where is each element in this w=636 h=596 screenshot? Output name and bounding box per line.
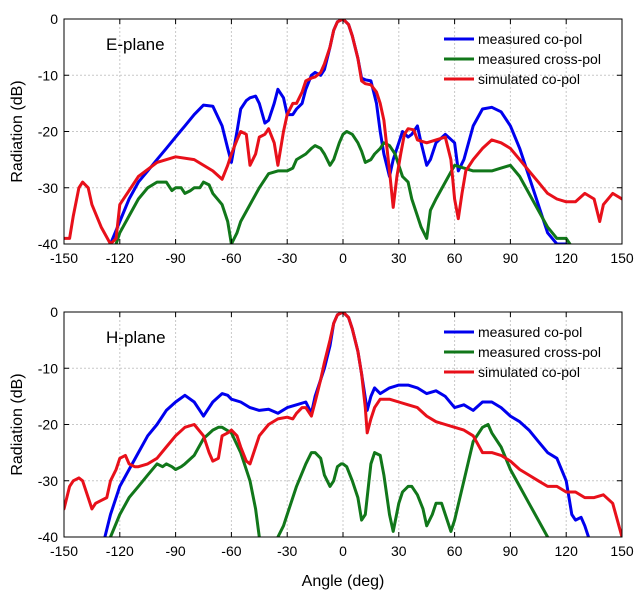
x-axis-title: Angle (deg) [302,573,385,590]
x-tick-label: -150 [50,250,78,266]
legend-label: measured co-pol [478,324,582,340]
legend-label: simulated co-pol [478,364,580,380]
y-tick-label: 0 [50,304,58,320]
x-tick-label: -150 [50,543,78,559]
legend: measured co-pol measured cross-pol simulat… [444,324,601,380]
x-tick-label: 0 [339,250,347,266]
x-tick-label: -120 [106,250,134,266]
series-line-measured-co-pol [103,312,590,537]
series-line-simulated-co-pol [64,312,622,537]
y-tick-label: -40 [38,529,58,545]
y-tick-label: -30 [38,473,58,489]
y-tick-label: -10 [38,360,58,376]
e-plane-panel: -150 -120 -90 -60 -30 0 30 60 90 120 150 0 -10 -20 -30… [9,11,634,266]
x-tick-label: -60 [221,543,241,559]
legend-label: measured cross-pol [478,344,601,360]
series-line-measured-cross-pol [109,423,550,537]
y-tick-label: -40 [38,236,58,252]
legend-label: measured cross-pol [478,51,601,67]
plane-label: E-plane [106,35,165,54]
x-tick-label: 120 [555,543,579,559]
x-tick-label: 0 [339,543,347,559]
x-tick-label: 150 [610,250,634,266]
x-tick-label: -90 [165,543,185,559]
legend-label: measured co-pol [478,31,582,47]
x-tick-label: -90 [165,250,185,266]
legend: measured co-pol measured cross-pol simulat… [444,31,601,87]
y-axis-title: Radiation (dB) [9,80,26,182]
x-tick-label: 90 [503,543,519,559]
x-tick-label: 60 [447,543,463,559]
x-tick-label: 90 [503,250,519,266]
x-tick-label: -60 [221,250,241,266]
x-tick-label: -30 [277,250,297,266]
y-tick-label: -30 [38,180,58,196]
plane-label: H-plane [106,328,166,347]
x-tick-label: 150 [610,543,634,559]
x-tick-label: 60 [447,250,463,266]
y-axis-title: Radiation (dB) [9,373,26,475]
x-tick-label: -30 [277,543,297,559]
x-tick-label: 30 [391,250,407,266]
y-tick-label: -20 [38,417,58,433]
x-tick-label: -120 [106,543,134,559]
series-line-measured-cross-pol [114,130,572,244]
y-tick-label: -10 [38,67,58,83]
y-tick-label: 0 [50,11,58,27]
h-plane-panel: -150 -120 -90 -60 -30 0 30 60 90 120 150 0 -10 -20 -30… [9,304,634,590]
legend-label: simulated co-pol [478,71,580,87]
y-tick-label: -20 [38,124,58,140]
x-tick-label: 120 [555,250,579,266]
x-tick-label: 30 [391,543,407,559]
series-line-simulated-co-pol [64,19,622,244]
